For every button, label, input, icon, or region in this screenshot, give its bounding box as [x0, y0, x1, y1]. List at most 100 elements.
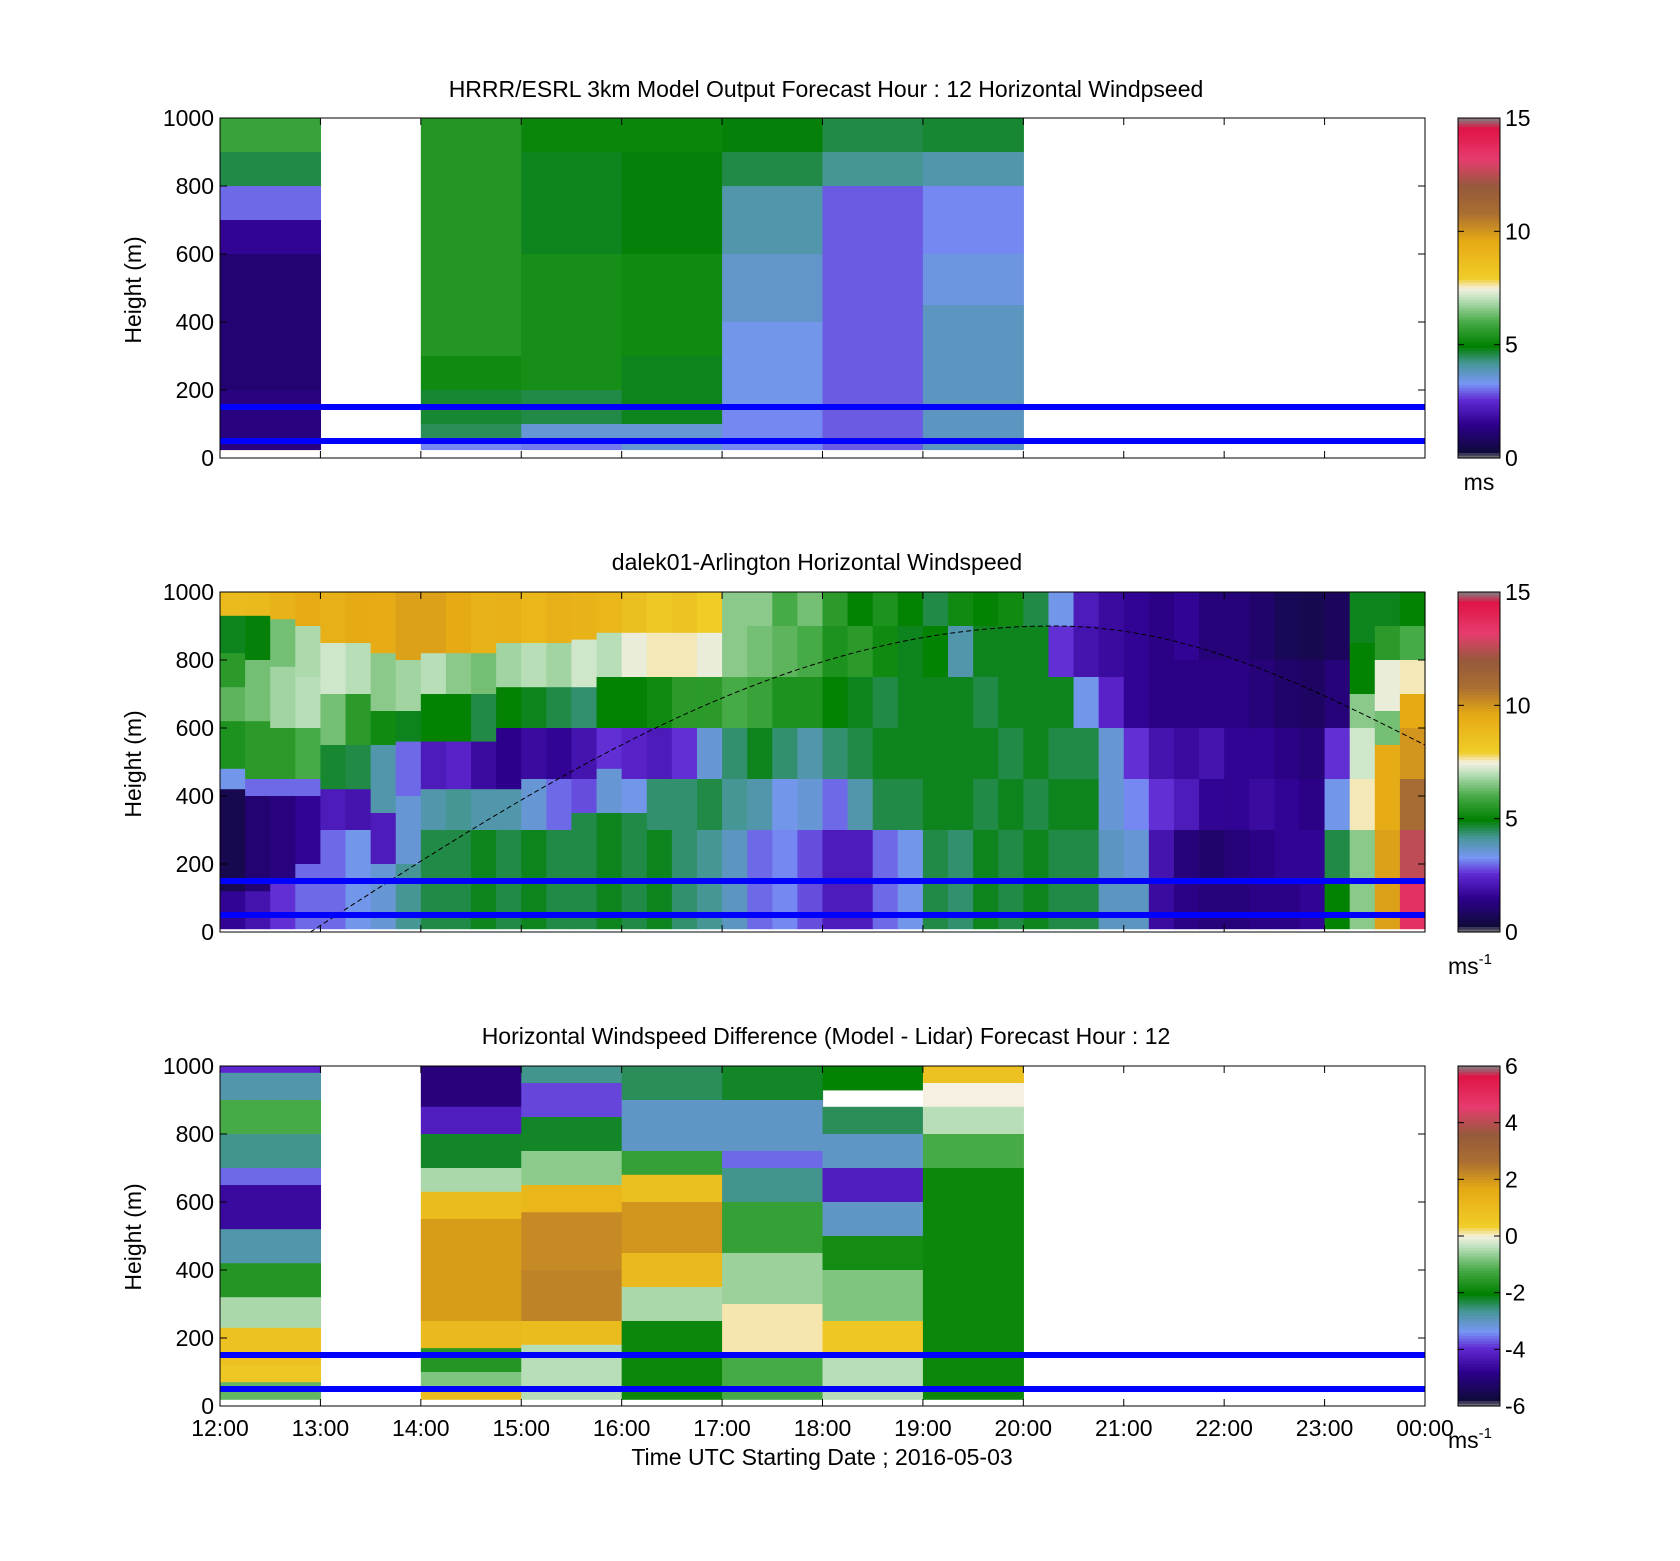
heatmap-column — [220, 1066, 322, 1400]
heatmap-cell — [496, 728, 522, 790]
heatmap-column — [596, 592, 623, 930]
heatmap-cell — [1374, 745, 1401, 831]
colorbar-swatch — [1458, 341, 1500, 346]
colorbar-swatch — [1458, 1321, 1500, 1325]
colorbar-swatch — [1458, 1383, 1500, 1387]
colorbar-swatch — [1458, 1343, 1500, 1348]
colorbar-swatch — [1458, 404, 1500, 408]
colorbar-swatch — [1458, 1250, 1500, 1254]
heatmap-cell — [1249, 660, 1275, 729]
heatmap-cell — [1274, 830, 1301, 882]
heatmap-cell — [872, 779, 899, 831]
colorbar-swatch — [1458, 293, 1500, 298]
colorbar-swatch — [1458, 1199, 1500, 1203]
colorbar-swatch — [1458, 677, 1500, 681]
colorbar-swatch — [1458, 183, 1500, 187]
heatmap-cell — [696, 677, 723, 729]
heatmap-cell — [722, 1304, 824, 1356]
colorbar-swatch — [1458, 682, 1500, 687]
heatmap-cell — [722, 1100, 824, 1152]
heatmap-cell — [245, 891, 271, 930]
colorbar-tick-label: 5 — [1505, 332, 1518, 358]
heatmap-cell — [1399, 626, 1426, 661]
colorbar-swatch — [1458, 643, 1500, 647]
colorbar-swatch — [1458, 426, 1500, 431]
heatmap-cell — [722, 1355, 824, 1400]
heatmap-cell — [847, 779, 874, 831]
colorbar-swatch — [1458, 801, 1500, 806]
heatmap-cell — [546, 687, 573, 729]
heatmap-cell — [496, 789, 522, 831]
colorbar-swatch — [1458, 435, 1500, 439]
colorbar-swatch — [1458, 424, 1500, 428]
heatmap-cell — [1023, 728, 1050, 780]
colorbar-swatch — [1458, 163, 1500, 167]
heatmap-cell — [220, 152, 322, 187]
heatmap-cell — [521, 1117, 623, 1152]
reference-lines — [220, 404, 1425, 444]
colorbar-swatch — [1458, 651, 1500, 655]
colorbar-swatch — [1458, 1397, 1500, 1401]
y-tick-label: 800 — [176, 647, 214, 673]
colorbar-swatch — [1458, 350, 1500, 354]
heatmap-cell — [772, 728, 798, 780]
heatmap-cell — [370, 711, 397, 746]
colorbar-swatch — [1458, 1100, 1500, 1104]
heatmap-cell — [621, 152, 723, 255]
heatmap-cell — [596, 768, 623, 814]
heatmap-cell — [847, 592, 874, 627]
colorbar-swatch — [1458, 1179, 1500, 1183]
colorbar-swatch — [1458, 827, 1500, 831]
heatmap-cell — [420, 653, 447, 695]
panel-title: HRRR/ESRL 3km Model Output Forecast Hour… — [449, 76, 1204, 102]
y-tick-label: 400 — [176, 1257, 214, 1283]
colorbar: 0 5 10 15 — [1457, 579, 1531, 945]
colorbar-swatch — [1458, 268, 1500, 272]
heatmap-cell — [1073, 677, 1100, 729]
heatmap-cell — [1224, 881, 1250, 930]
heatmap-cell — [1023, 626, 1050, 678]
colorbar-swatch — [1458, 1136, 1500, 1141]
colorbar-swatch — [1458, 679, 1500, 684]
heatmap-cell — [245, 660, 271, 722]
colorbar-tick-label: 2 — [1505, 1166, 1518, 1192]
heatmap-cell — [345, 694, 372, 746]
colorbar-swatch — [1458, 1102, 1500, 1107]
panel-lidar-observation: dalek01-Arlington Horizontal Windspeed H… — [120, 549, 1531, 979]
heatmap-cell — [772, 626, 798, 678]
heatmap-cell — [546, 779, 573, 831]
heatmap-cell — [1299, 881, 1326, 930]
colorbar-swatch — [1458, 123, 1500, 128]
y-tick-label: 600 — [176, 1189, 214, 1215]
heatmap-cell — [1324, 660, 1351, 729]
heatmap-cell — [1173, 830, 1200, 882]
colorbar-swatch — [1458, 1318, 1500, 1322]
colorbar-swatch — [1458, 1338, 1500, 1342]
colorbar-tick-label: -2 — [1505, 1280, 1525, 1306]
heatmap-cell — [471, 694, 497, 743]
x-axis-label: Time UTC Starting Date ; 2016-05-03 — [631, 1444, 1012, 1470]
heatmap-cell — [722, 322, 824, 408]
colorbar-swatch — [1458, 923, 1500, 927]
colorbar-swatch — [1458, 739, 1500, 743]
colorbar-swatch — [1458, 186, 1500, 190]
colorbar-swatch — [1458, 299, 1500, 303]
colorbar-swatch — [1458, 137, 1500, 142]
colorbar-swatch — [1458, 1326, 1500, 1331]
heatmap-cell — [1199, 830, 1225, 882]
heatmap-cell — [646, 677, 673, 729]
colorbar-swatch — [1458, 1295, 1500, 1299]
heatmap-cell — [822, 1270, 924, 1322]
y-ticks: 0 200 400 600 800 1000 — [163, 1053, 1425, 1419]
colorbar-swatch — [1458, 1193, 1500, 1197]
colorbar-swatch — [1458, 878, 1500, 882]
colorbar-swatch — [1458, 861, 1500, 865]
colorbar-swatch — [1458, 302, 1500, 306]
heatmap-cell — [270, 619, 296, 668]
colorbar-swatch — [1458, 1349, 1500, 1353]
heatmap-cell — [521, 643, 547, 688]
colorbar-swatch — [1458, 671, 1500, 675]
colorbar-swatch — [1458, 617, 1500, 621]
heatmap-cell — [847, 728, 874, 780]
heatmap-column — [1274, 592, 1301, 930]
